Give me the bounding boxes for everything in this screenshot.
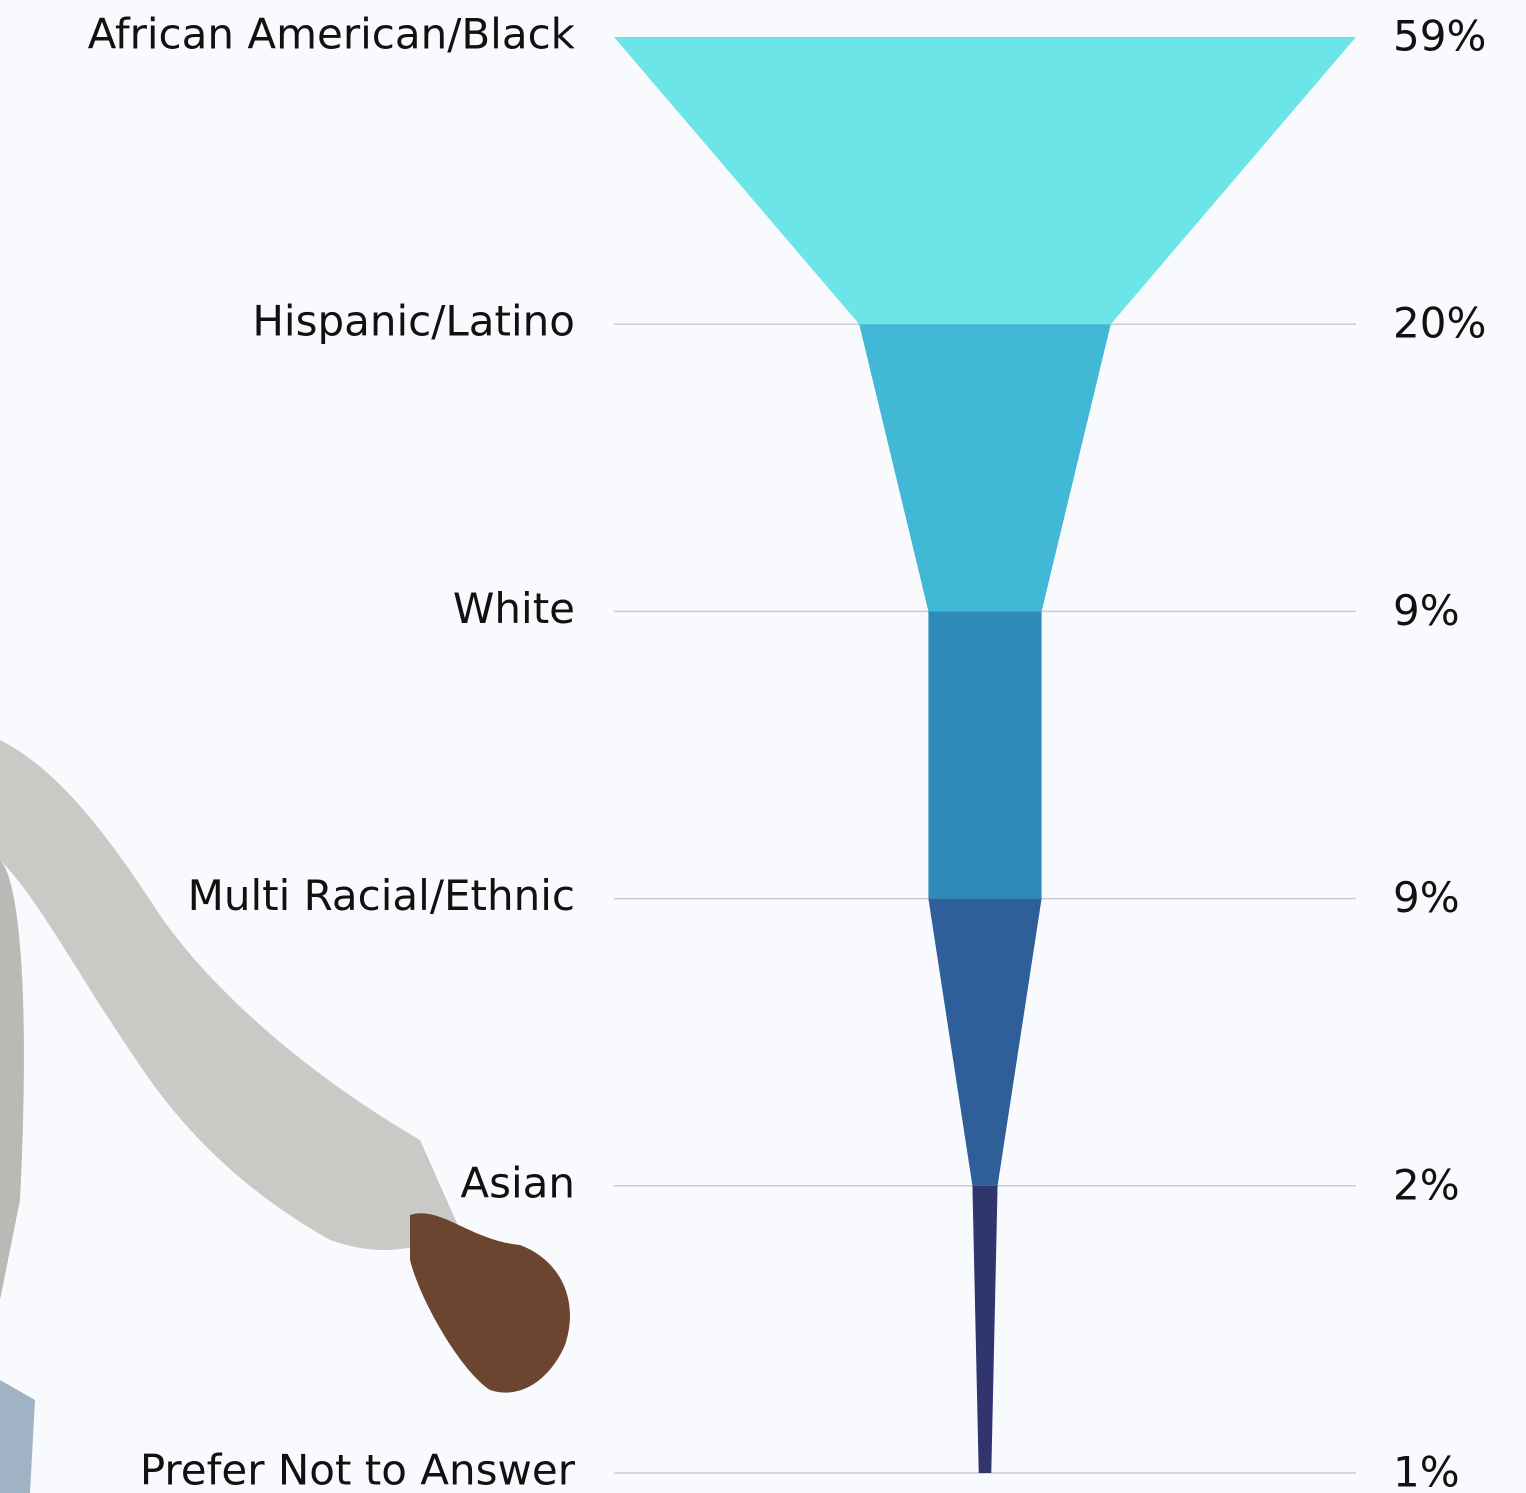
category-label: White	[453, 584, 575, 633]
funnel-segment	[614, 37, 1356, 325]
jeans	[0, 1380, 35, 1493]
funnel-segment	[928, 898, 1042, 1186]
value-label: 20%	[1393, 299, 1486, 348]
value-label: 2%	[1393, 1160, 1460, 1209]
funnel-segment	[859, 324, 1111, 612]
category-label: Asian	[460, 1158, 575, 1207]
shirt	[0, 860, 24, 1300]
category-label: Hispanic/Latino	[252, 297, 575, 346]
value-label: 9%	[1393, 586, 1460, 635]
value-label: 1%	[1393, 1448, 1460, 1493]
value-label: 9%	[1393, 873, 1460, 922]
hand	[410, 1213, 570, 1393]
value-label: 59%	[1393, 12, 1486, 61]
funnel-segment	[928, 611, 1042, 899]
sleeve	[0, 740, 460, 1250]
category-label: African American/Black	[88, 10, 576, 59]
funnel-segment	[972, 1185, 998, 1473]
category-label: Prefer Not to Answer	[140, 1446, 576, 1493]
category-label: Multi Racial/Ethnic	[188, 871, 575, 920]
decorative-person	[0, 740, 570, 1493]
